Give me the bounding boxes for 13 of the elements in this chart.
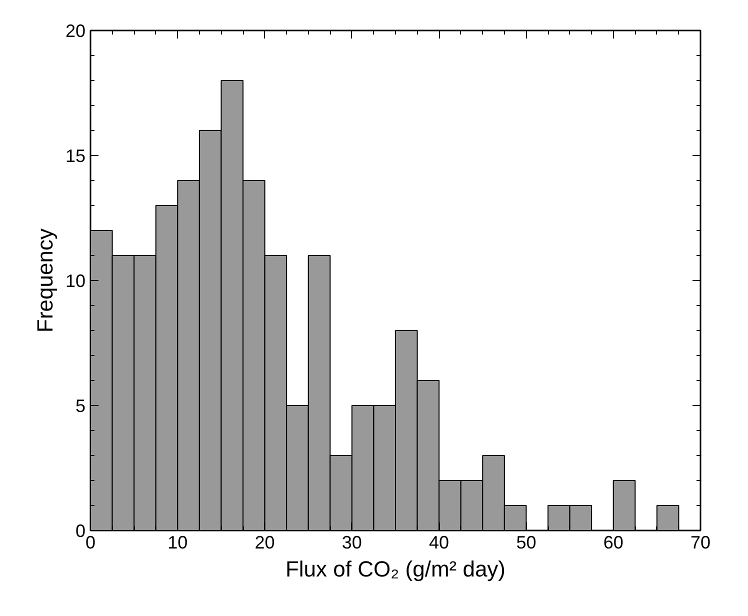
x-tick-label: 20 xyxy=(254,532,275,552)
x-tick-label: 70 xyxy=(690,532,711,552)
x-tick-label: 40 xyxy=(429,532,450,552)
x-axis-title: Flux of CO₂ (g/m² day) xyxy=(285,556,506,582)
y-axis-title: Frequency xyxy=(32,228,58,332)
y-tick-label: 5 xyxy=(75,396,86,416)
x-tick-label: 60 xyxy=(603,532,624,552)
x-tick-label: 10 xyxy=(168,532,188,552)
x-tick-label: 30 xyxy=(342,532,362,552)
y-tick-label: 10 xyxy=(65,271,86,291)
x-tick-label: 50 xyxy=(516,532,536,552)
y-tick-label: 15 xyxy=(65,146,86,166)
y-tick-label: 20 xyxy=(65,21,86,41)
